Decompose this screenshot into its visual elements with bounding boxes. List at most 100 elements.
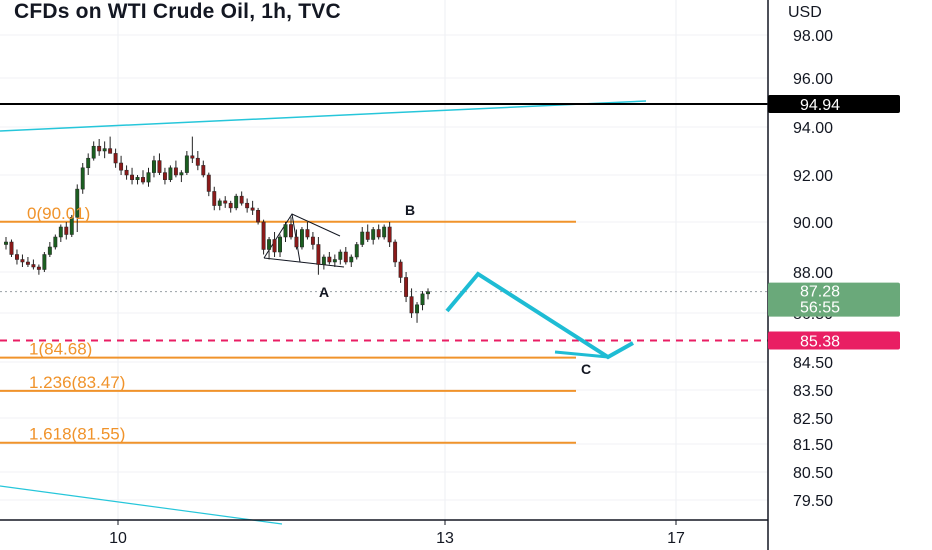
candle-body [102, 148, 107, 152]
lower-trendline [0, 485, 283, 525]
candle-body [420, 293, 425, 306]
price-tick-label: 98.00 [793, 28, 833, 45]
candle-body [382, 226, 387, 238]
candle-body [321, 256, 326, 265]
price-tick-label: 81.50 [793, 437, 833, 454]
candle-body [349, 256, 354, 263]
price-tick-label: 96.00 [793, 71, 833, 88]
time-tick-label: 13 [436, 530, 454, 547]
drawings-layer [0, 100, 768, 525]
horizontal-level-badge: 94.94 [768, 94, 900, 114]
candle-body [404, 277, 409, 297]
candle-body [409, 296, 414, 314]
candle-body [42, 254, 47, 270]
candle-body [69, 217, 74, 235]
candle-body [184, 155, 189, 173]
candle-body [162, 172, 167, 180]
candle-body [20, 259, 25, 263]
candle-body [305, 229, 310, 238]
candle-body [206, 174, 211, 192]
candle-body [4, 241, 8, 245]
candle-body [415, 304, 419, 314]
current-price-value: 87.28 [800, 284, 840, 301]
candle-body [80, 167, 85, 190]
triangle-lower-edge [263, 257, 345, 268]
candle-body [387, 226, 392, 243]
candle-body [179, 172, 184, 176]
candle-body [278, 236, 282, 253]
candle-body [310, 236, 315, 245]
candle-body [234, 195, 239, 209]
candle-body [31, 264, 36, 268]
projected-wave-path [445, 271, 634, 360]
candle-body [239, 195, 244, 204]
fib-level-label: 1.618(81.55) [29, 425, 125, 444]
price-tick-label: 92.00 [793, 168, 833, 185]
candle-body [47, 246, 52, 255]
price-tick-label: 83.50 [793, 383, 833, 400]
time-axis: 10 13 17 [0, 519, 768, 547]
candle-body [371, 229, 376, 240]
candle-body [141, 177, 145, 183]
horizontal-level-value: 94.94 [800, 97, 840, 114]
candle-body [36, 266, 41, 270]
candle-body [58, 226, 63, 238]
candle-body [250, 207, 255, 211]
candle-body [343, 251, 348, 263]
time-tick-label: 10 [109, 530, 127, 547]
candle-body [168, 167, 173, 180]
candle-body [25, 261, 30, 265]
candle-body [9, 241, 14, 255]
countdown-value: 56:55 [800, 300, 840, 317]
candle-body [360, 231, 365, 245]
candle-body [365, 231, 370, 240]
candle-body [135, 177, 140, 180]
candle-body [201, 165, 206, 176]
candle-body [228, 202, 233, 209]
upper-trendline [0, 100, 647, 132]
candle-body [245, 202, 250, 209]
candle-body [146, 172, 151, 183]
price-tick-label: 88.00 [793, 265, 833, 282]
candle-body [113, 153, 118, 164]
candle-body [256, 210, 261, 223]
candle-body [327, 256, 332, 263]
current-price-badge-bg [768, 282, 900, 317]
candle-body [15, 254, 19, 260]
candle-body [64, 226, 69, 235]
candles-layer [4, 136, 430, 323]
candle-body [212, 191, 217, 206]
fib-level-label: 1.236(83.47) [29, 373, 125, 392]
candle-body [289, 224, 293, 238]
candle-body [272, 239, 277, 253]
candle-body [130, 174, 135, 180]
labels-layer: 0(90.01) 1(84.68) 1.236(83.47) 1.618(81.55)… [27, 202, 591, 444]
candle-body [376, 229, 381, 238]
candle-body [294, 236, 299, 248]
candle-body [354, 244, 359, 258]
candle-body [316, 244, 321, 265]
time-tick-label: 17 [667, 530, 685, 547]
candle-body [261, 221, 266, 250]
candle-body [53, 236, 58, 248]
candle-body [119, 162, 124, 171]
candle-body [223, 200, 228, 204]
price-tick-label: 80.50 [793, 465, 833, 482]
fib-level-label: 0(90.01) [27, 204, 90, 223]
candle-body [299, 229, 304, 248]
chart-title: CFDs on WTI Crude Oil, 1h, TVC [14, 0, 341, 23]
candle-body [426, 291, 430, 295]
candle-body [157, 160, 162, 173]
candle-body [108, 148, 113, 154]
candle-body [86, 157, 91, 169]
target-price-badge-bg [768, 331, 900, 350]
candle-body [124, 169, 129, 176]
wave-label-a: A [319, 284, 329, 300]
target-price-value: 85.38 [800, 333, 840, 350]
candle-body [91, 145, 96, 159]
horizontal-level-badge-bg [768, 94, 900, 113]
currency-label: USD [788, 4, 822, 21]
price-tick-label: 79.50 [793, 493, 833, 510]
